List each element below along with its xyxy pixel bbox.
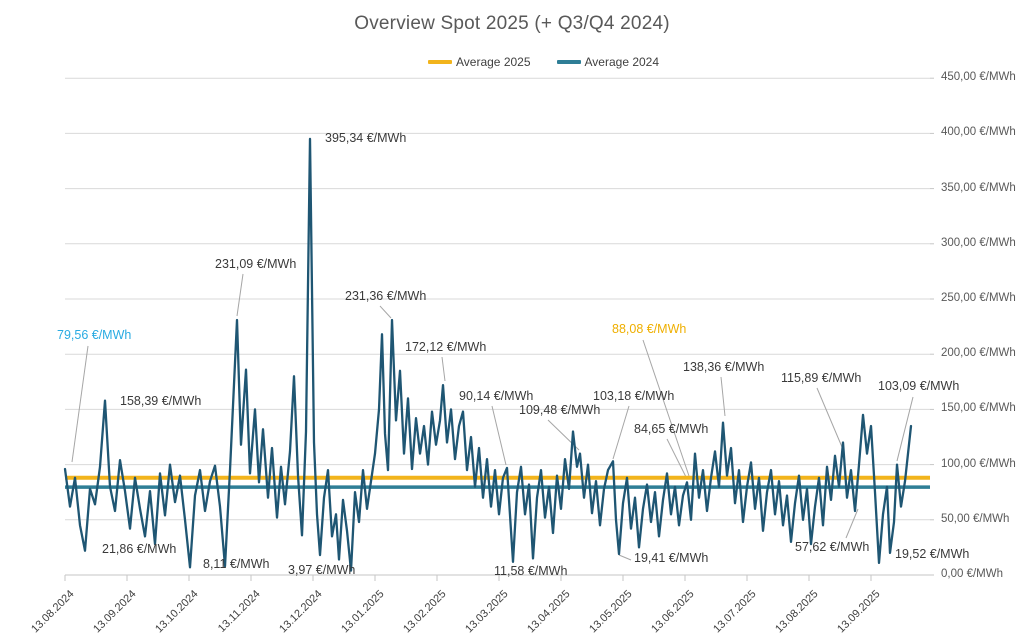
annotation-callout-line	[618, 554, 632, 561]
y-axis-label: 100,00 €/MWh	[941, 457, 1016, 470]
data-annotation: 8,11 €/MWh	[203, 557, 270, 571]
data-annotation: 19,52 €/MWh	[895, 547, 970, 561]
data-annotation: 231,09 €/MWh	[215, 257, 297, 271]
data-annotation: 172,12 €/MWh	[405, 340, 487, 354]
y-axis-label: 250,00 €/MWh	[941, 292, 1016, 304]
annotation-callout-line	[642, 339, 690, 477]
y-axis-label: 400,00 €/MWh	[941, 126, 1016, 139]
annotation-callout-line	[236, 273, 244, 317]
annotation-callout-line	[720, 376, 726, 417]
data-annotation: 395,34 €/MWh	[325, 131, 407, 145]
data-annotation: 158,39 €/MWh	[120, 394, 202, 408]
legend-label: Average 2025	[456, 55, 531, 69]
legend-item: Average 2025	[428, 55, 531, 69]
data-annotation: 103,09 €/MWh	[878, 379, 960, 393]
annotation-callout-line	[441, 356, 446, 382]
annotation-callout-line	[896, 396, 914, 462]
data-annotation: 11,58 €/MWh	[494, 564, 568, 578]
data-annotation: 21,86 €/MWh	[102, 542, 177, 556]
data-annotation: 19,41 €/MWh	[634, 551, 709, 565]
data-annotation: 103,18 €/MWh	[593, 389, 675, 403]
data-annotation: 3,97 €/MWh	[288, 563, 356, 577]
annotation-callout-line	[816, 387, 843, 448]
legend: Average 2025 Average 2024	[428, 55, 659, 69]
annotation-callout-line	[845, 508, 859, 539]
annotation-callout-line	[612, 405, 630, 460]
data-annotation: 90,14 €/MWh	[459, 389, 534, 403]
spot-price-series	[63, 137, 913, 572]
annotation-callout-line	[491, 405, 507, 466]
data-annotation: 84,65 €/MWh	[634, 422, 709, 436]
annotation-callout-line	[379, 305, 392, 319]
legend-swatch-icon	[556, 60, 581, 64]
data-annotation: 79,56 €/MWh	[57, 328, 132, 342]
y-axis-label: 200,00 €/MWh	[941, 347, 1016, 360]
annotation-callout-line	[666, 438, 687, 478]
data-annotation: 57,62 €/MWh	[795, 540, 870, 554]
annotation-callout-line	[71, 345, 89, 463]
data-annotation: 231,36 €/MWh	[345, 289, 427, 303]
y-axis-label: 150,00 €/MWh	[941, 402, 1016, 415]
legend-label: Average 2024	[584, 55, 660, 69]
legend-swatch-icon	[428, 60, 452, 64]
legend-item: Average 2024	[556, 55, 660, 69]
chart-title: Overview Spot 2025 (+ Q3/Q4 2024)	[354, 13, 670, 34]
y-axis-label: 450,00 €/MWh	[941, 71, 1016, 84]
data-annotation: 109,48 €/MWh	[519, 403, 601, 417]
y-axis-label: 50,00 €/MWh	[941, 512, 1010, 525]
data-annotation: 138,36 €/MWh	[683, 360, 765, 374]
y-axis-label: 0,00 €/MWh	[941, 568, 1003, 580]
data-annotation: 115,89 €/MWh	[781, 371, 862, 385]
y-axis-label: 300,00 €/MWh	[941, 236, 1016, 249]
y-axis-label: 350,00 €/MWh	[941, 181, 1016, 194]
data-annotation: 88,08 €/MWh	[612, 322, 687, 336]
